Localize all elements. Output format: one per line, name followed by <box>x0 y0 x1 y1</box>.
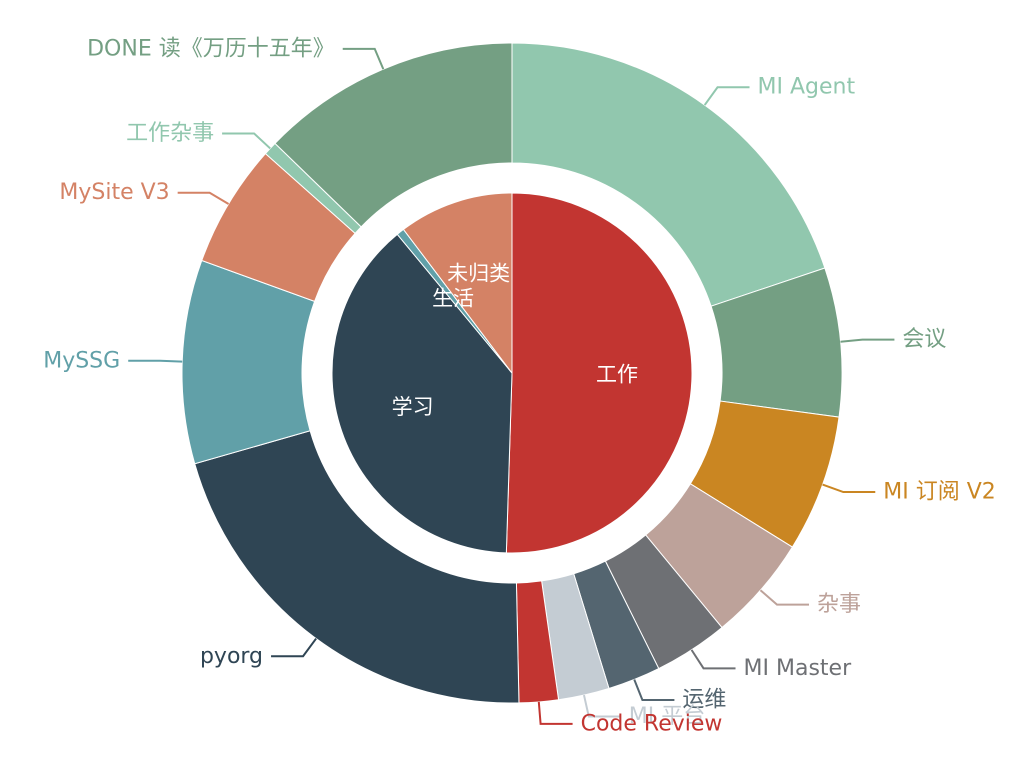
inner-slice-item-1[interactable] <box>331 233 513 554</box>
leader-line-mi <box>583 694 621 718</box>
outer-slice-done[interactable] <box>274 42 513 228</box>
outer-label-pyorg: pyorg <box>200 644 263 669</box>
outer-label-item-11: 工作杂事 <box>126 121 214 146</box>
outer-label-mi-v2: MI 订阅 V2 <box>883 480 996 505</box>
inner-pie <box>331 192 693 554</box>
inner-slice-item-3[interactable] <box>402 192 513 375</box>
leader-line-mi-master <box>690 649 736 670</box>
outer-label-mi-master: MI Master <box>744 656 853 681</box>
outer-label-mi: MI 平台 <box>629 704 705 729</box>
leader-line-mi-v2 <box>822 483 876 494</box>
outer-label-item-1: 会议 <box>902 327 946 352</box>
outer-label-item-3: 杂事 <box>817 592 861 617</box>
leader-line-mysite-v3 <box>177 191 230 205</box>
inner-label-item-1: 学习 <box>392 395 434 419</box>
outer-label-item-5: 运维 <box>682 687 726 712</box>
inner-slice-item-0[interactable] <box>505 192 693 554</box>
outer-label-mysite-v3: MySite V3 <box>59 180 169 205</box>
outer-label-code-review: Code Review <box>581 711 723 736</box>
outer-slice-mi-agent[interactable] <box>511 42 826 307</box>
leader-line-code-review <box>537 701 573 725</box>
leader-line-done <box>342 47 385 70</box>
leader-line-item-1 <box>840 338 895 343</box>
inner-label-item-3: 未归类 <box>447 261 510 285</box>
leader-line-item-11 <box>222 132 271 150</box>
leader-lines <box>128 47 895 725</box>
leader-line-item-5 <box>633 679 675 701</box>
outer-label-myssg: MySSG <box>43 348 120 373</box>
outer-label-done: DONE 读《万历十五年》 <box>87 36 335 61</box>
leader-line-mi-agent <box>703 86 750 106</box>
outer-ring <box>181 42 843 704</box>
leader-line-pyorg <box>271 637 317 658</box>
leader-line-myssg <box>128 359 183 363</box>
outer-label-mi-agent: MI Agent <box>758 75 856 100</box>
inner-label-item-0: 工作 <box>596 363 638 387</box>
leader-line-item-3 <box>759 589 810 606</box>
outer-slice-pyorg[interactable] <box>194 430 520 704</box>
inner-label-item-2: 生活 <box>432 286 474 310</box>
